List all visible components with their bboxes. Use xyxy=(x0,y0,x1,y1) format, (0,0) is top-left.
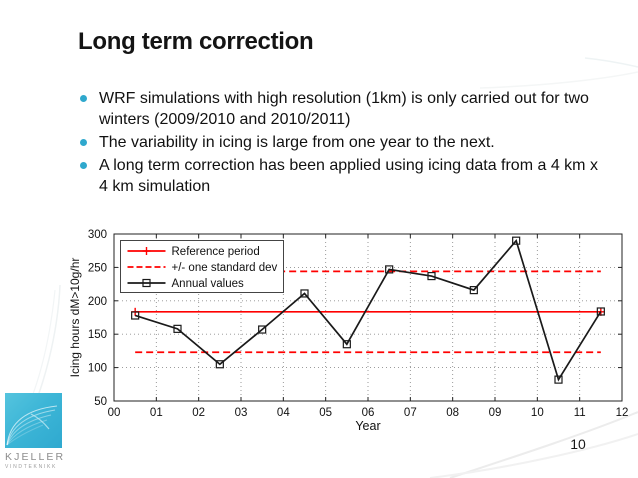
annual-values-marker xyxy=(512,236,521,245)
x-tick-label: 08 xyxy=(446,407,459,419)
x-tick-label: 03 xyxy=(235,407,248,419)
x-tick-label: 07 xyxy=(404,407,417,419)
y-tick-label: 250 xyxy=(88,262,107,274)
x-tick-label: 11 xyxy=(574,407,586,419)
bullet-list: WRF simulations with high resolution (1k… xyxy=(78,88,608,199)
logo-subtitle: VINDTEKNIKK xyxy=(5,464,58,470)
legend-label: Reference period xyxy=(172,246,260,258)
bullet-icon xyxy=(80,139,87,146)
x-tick-label: 06 xyxy=(362,407,375,419)
annual-values-marker xyxy=(469,286,478,295)
annual-values-marker xyxy=(300,289,309,298)
annual-values-marker xyxy=(173,324,182,333)
logo-wind-icon xyxy=(5,393,62,448)
annual-values-marker xyxy=(258,325,267,334)
annual-values-marker xyxy=(596,307,605,316)
x-tick-label: 04 xyxy=(277,407,290,419)
y-axis-label: Icing hours dM>10g/hr xyxy=(68,258,82,378)
y-tick-label: 50 xyxy=(94,396,107,408)
x-axis-label: Year xyxy=(355,419,380,433)
x-tick-label: 00 xyxy=(108,407,121,419)
annual-values-marker xyxy=(342,340,351,349)
x-tick-label: 10 xyxy=(531,407,544,419)
y-tick-label: 150 xyxy=(88,329,107,341)
annual-values-marker xyxy=(427,271,436,281)
bullet-item: WRF simulations with high resolution (1k… xyxy=(78,88,608,130)
x-tick-label: 12 xyxy=(616,407,629,419)
annual-values-marker xyxy=(554,375,563,384)
annual-values-line xyxy=(134,238,602,382)
legend-label: Annual values xyxy=(172,278,244,290)
slide-title: Long term correction xyxy=(78,28,314,55)
bullet-text: The variability in icing is large from o… xyxy=(99,134,495,151)
bullet-text: A long term correction has been applied … xyxy=(99,157,598,195)
x-tick-label: 09 xyxy=(489,407,502,419)
logo-name: KJELLER xyxy=(5,451,66,463)
bullet-item: The variability in icing is large from o… xyxy=(78,132,608,153)
x-tick-label: 01 xyxy=(150,407,163,419)
y-tick-label: 100 xyxy=(88,363,107,375)
y-tick-label: 300 xyxy=(88,229,107,241)
kjeller-logo: KJELLER VINDTEKNIKK xyxy=(5,393,63,470)
wind-streamlines-icon xyxy=(6,405,58,446)
annual-values-marker xyxy=(385,265,394,274)
annual-values-marker xyxy=(131,311,140,320)
legend-label: +/- one standard dev xyxy=(172,262,278,274)
bullet-text: WRF simulations with high resolution (1k… xyxy=(99,90,589,128)
x-tick-label: 05 xyxy=(319,407,332,419)
annual-values-marker xyxy=(215,360,224,369)
x-tick-label: 02 xyxy=(192,407,205,419)
bullet-item: A long term correction has been applied … xyxy=(78,155,608,197)
bullet-icon xyxy=(80,95,87,102)
legend-sample-marker xyxy=(142,278,151,288)
page-number: 10 xyxy=(570,436,586,452)
y-tick-label: 200 xyxy=(88,296,107,308)
bullet-icon xyxy=(80,162,87,169)
